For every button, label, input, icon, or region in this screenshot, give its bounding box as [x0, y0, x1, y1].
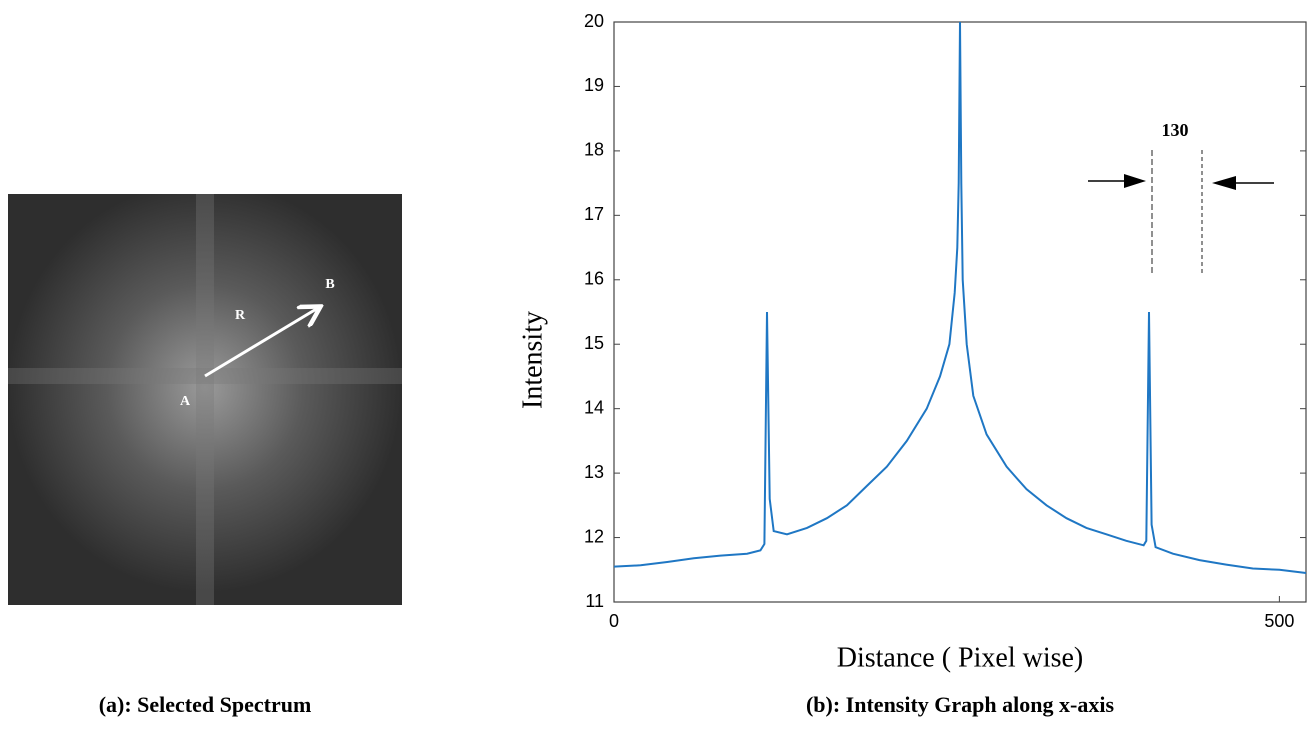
y-tick-label: 11 [585, 591, 604, 611]
x-axis-label: Distance ( Pixel wise) [837, 642, 1084, 673]
radius-label: R [235, 308, 246, 323]
y-tick-label: 20 [584, 11, 604, 31]
y-tick-label: 18 [584, 140, 604, 160]
y-axis-label: Intensity [517, 311, 548, 409]
intensity-line [613, 21, 1307, 574]
y-tick-label: 14 [584, 397, 604, 417]
y-tick-label: 17 [584, 204, 604, 224]
radius-arrow [204, 308, 318, 378]
annotation-label: 130 [1162, 120, 1189, 140]
annotation: 130 [1088, 120, 1274, 275]
y-tick-label: 13 [584, 462, 604, 482]
vertical-streak [196, 194, 214, 605]
point-label: A [180, 394, 191, 409]
y-tick-label: 15 [584, 333, 604, 353]
x-tick-label: 0 [609, 611, 619, 631]
caption: (a): Selected Spectrum [99, 692, 312, 717]
y-tick-label: 16 [584, 269, 604, 289]
x-tick-label: 500 [1264, 611, 1294, 631]
y-tick-label: 12 [584, 526, 604, 546]
y-tick-label: 19 [584, 75, 604, 95]
arrow-head [1124, 174, 1146, 188]
spectrum-image: A B R [8, 194, 402, 605]
caption: (b): Intensity Graph along x-axis [806, 692, 1114, 717]
spectrum-background [8, 194, 402, 605]
point-label: B [325, 277, 334, 292]
arrow-head [1212, 176, 1236, 190]
